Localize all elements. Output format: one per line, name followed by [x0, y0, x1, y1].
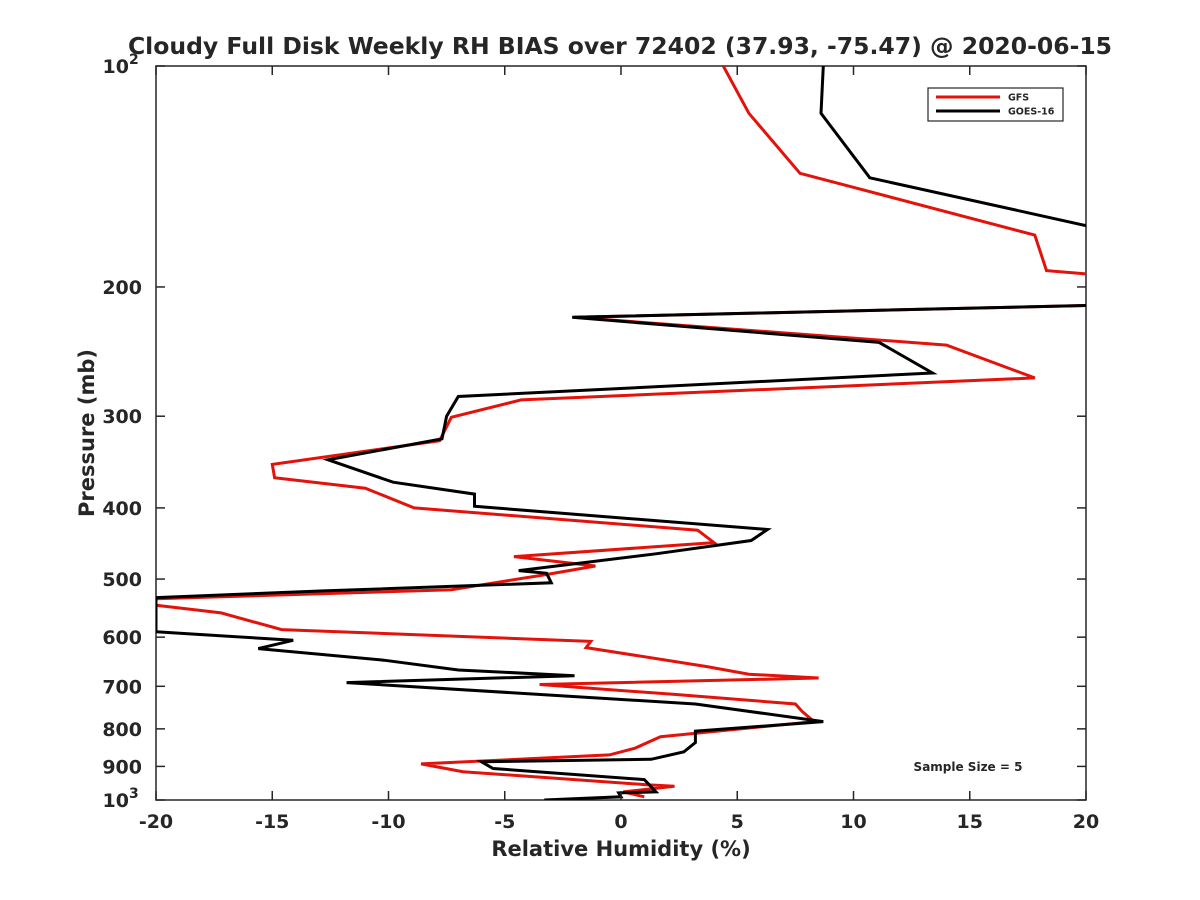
y-tick-label: 400 — [102, 498, 142, 520]
x-tick-label: -15 — [255, 811, 289, 833]
legend-label: GFS — [1008, 93, 1029, 104]
series-line-gfs-lower — [156, 304, 1086, 799]
y-tick-label: 300 — [102, 406, 142, 428]
x-tick-label: 0 — [614, 811, 627, 833]
y-tick-label: 10 — [103, 56, 129, 78]
y-tick-label: 700 — [102, 676, 142, 698]
series-line-gfs-upper — [721, 66, 1086, 276]
y-tick-label: 800 — [102, 719, 142, 741]
x-tick-label: 5 — [731, 811, 744, 833]
y-tick-label: 600 — [102, 627, 142, 649]
legend: GFS GOES-16 — [927, 87, 1064, 122]
y-tick-exponent: 2 — [129, 52, 139, 68]
y-tick-label: 200 — [102, 277, 142, 299]
x-tick-label: 20 — [1073, 811, 1099, 833]
x-tick-label: -5 — [494, 811, 515, 833]
y-tick-label: 10 — [103, 790, 129, 812]
x-tick-label: 15 — [957, 811, 983, 833]
legend-box — [927, 87, 1064, 122]
y-tick-exponent: 3 — [129, 786, 139, 802]
y-axis-label: Pressure (mb) — [75, 349, 99, 517]
x-axis-label: Relative Humidity (%) — [491, 837, 750, 861]
series-line-goes-16-lower — [156, 304, 1086, 800]
x-tick-label: 10 — [840, 811, 866, 833]
series-layer — [156, 66, 1086, 800]
chart-title: Cloudy Full Disk Weekly RH BIAS over 724… — [128, 32, 1112, 60]
legend-label: GOES-16 — [1008, 107, 1055, 118]
series-line-goes-16-upper — [819, 66, 1086, 228]
y-tick-label: 500 — [102, 569, 142, 591]
x-tick-label: -20 — [139, 811, 173, 833]
x-tick-label: -10 — [371, 811, 405, 833]
y-tick-label: 900 — [102, 756, 142, 778]
sample-size-annotation: Sample Size = 5 — [914, 760, 1023, 774]
